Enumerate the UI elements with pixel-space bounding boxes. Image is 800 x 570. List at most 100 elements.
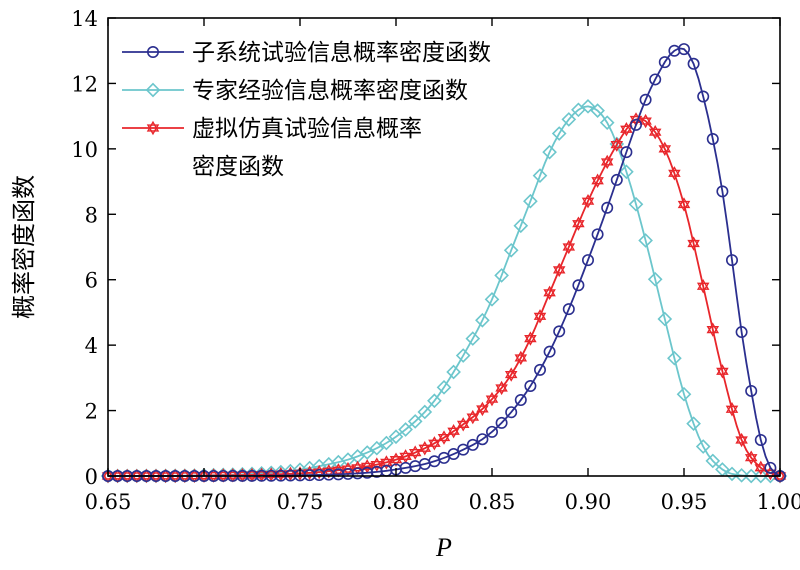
data-point [428,436,441,451]
data-point [735,326,748,339]
data-point [168,468,182,484]
data-point [447,448,460,461]
data-point [610,173,623,186]
data-point [216,468,230,483]
tick-layer: 0.65 0.70 0.75 0.80 0.85 0.90 0.95 1.00 0 2 4 6 8 10 1… [71,7,800,514]
y-tick-label: 0 [85,465,98,489]
data-point [725,402,739,417]
data-point [436,379,452,395]
data-point [447,424,460,439]
data-point [591,173,604,188]
data-point [552,262,566,278]
data-point [369,440,385,456]
data-point [677,197,691,212]
data-point [120,468,134,484]
data-point [475,312,490,328]
x-tick-label: 0.90 [565,490,612,514]
y-tick-label: 2 [85,400,98,424]
data-point [657,311,673,327]
data-point [505,406,518,419]
x-axis-label: P [435,533,452,562]
legend-item-2: 专家经验信息概率密度函数 [122,78,468,104]
x-tick-label: 0.80 [373,490,420,514]
data-point [466,438,479,451]
data-point [610,137,624,152]
data-point [111,468,124,484]
data-point [581,194,595,209]
data-point [628,196,644,212]
data-point [533,363,546,376]
data-point [149,468,163,484]
data-point [639,93,652,106]
y-axis-label: 概率密度函数 [10,175,38,319]
data-point [562,239,576,255]
data-point [178,468,192,484]
data-point [676,386,692,402]
data-point [716,364,729,379]
legend-label: 子系统试验信息概率密度函数 [192,40,491,66]
data-point [399,449,412,464]
data-point [476,401,489,417]
data-point [706,133,719,146]
data-point [638,233,653,248]
data-point [466,409,480,425]
x-tick-label: 0.65 [85,490,132,514]
x-tick-label: 0.70 [181,490,228,514]
data-point [455,348,471,363]
data-point [667,350,682,366]
data-point [745,384,758,397]
data-point [677,43,690,56]
data-point [658,56,671,69]
legend-label: 虚拟仿真试验信息概率 [192,116,422,142]
data-point [437,430,451,445]
data-point [724,466,740,482]
data-point [514,350,528,366]
data-point [341,461,355,477]
data-point [446,364,461,380]
data-point [695,439,711,454]
data-point [572,216,585,231]
data-point [581,254,594,267]
data-point [503,242,519,258]
data-point [743,468,759,484]
data-point [754,460,768,476]
data-point [457,443,470,456]
data-point [591,228,604,241]
data-point [639,113,652,129]
data-point [543,285,556,300]
data-point [735,432,748,448]
plot-frame [107,17,781,477]
data-point [590,103,605,118]
data-point [495,416,508,429]
data-point [407,414,423,429]
data-point [207,468,220,483]
data-point [389,452,403,467]
data-point [140,468,153,484]
data-point [465,331,481,346]
data-point [753,468,769,484]
data-point [524,331,537,346]
data-point [514,394,527,407]
data-point [542,144,557,160]
data-point [159,468,172,484]
y-tick-label: 8 [85,203,98,227]
data-point [388,429,404,445]
data-point [188,468,201,483]
data-point [456,417,470,432]
data-point [649,73,662,86]
data-point [408,445,422,460]
data-point [513,218,529,234]
data-point [716,185,729,198]
data-point [601,201,614,214]
data-point [620,122,633,137]
data-point [532,168,548,183]
data-point [686,416,701,431]
legend-marker [145,82,161,98]
y-tick-label: 14 [71,7,98,31]
data-point [580,98,596,114]
data-point [697,90,710,103]
data-point [648,124,662,140]
data-point [553,325,566,338]
y-tick-label: 12 [71,72,98,96]
